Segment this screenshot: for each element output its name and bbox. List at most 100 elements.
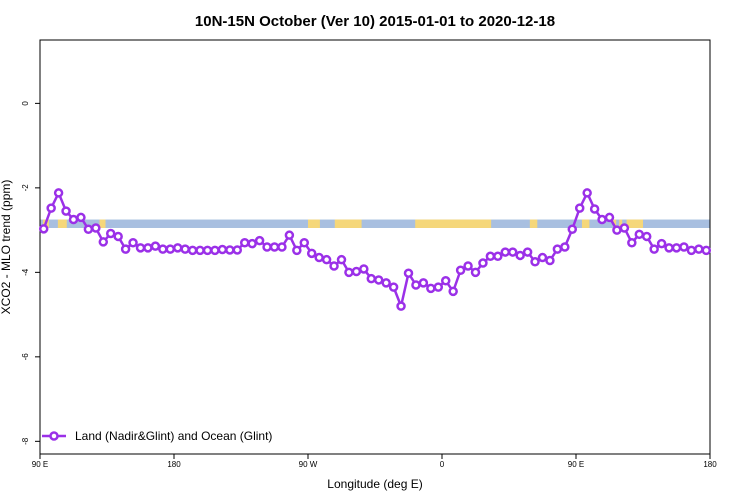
data-point bbox=[269, 242, 280, 252]
data-point bbox=[478, 258, 488, 268]
y-axis-label: XCO2 - MLO trend (ppm) bbox=[0, 180, 13, 315]
data-point bbox=[381, 278, 391, 288]
data-point bbox=[366, 273, 377, 284]
data-point bbox=[299, 238, 310, 248]
data-point bbox=[172, 243, 183, 253]
data-point bbox=[411, 280, 421, 290]
data-point bbox=[247, 238, 257, 249]
data-point bbox=[701, 245, 712, 256]
legend: Land (Nadir&Glint) and Ocean (Glint) bbox=[42, 429, 272, 443]
data-point bbox=[560, 242, 570, 252]
data-point bbox=[694, 244, 704, 254]
data-point bbox=[634, 229, 645, 240]
data-point bbox=[98, 237, 109, 247]
land-patch bbox=[529, 219, 538, 228]
data-point bbox=[329, 261, 339, 271]
data-point bbox=[493, 251, 503, 262]
x-tick-label: 90 E bbox=[568, 460, 584, 469]
data-point bbox=[388, 282, 399, 292]
data-point bbox=[68, 214, 79, 225]
data-point bbox=[277, 242, 287, 252]
data-point bbox=[403, 268, 414, 278]
data-point bbox=[143, 243, 153, 253]
data-point bbox=[463, 261, 473, 271]
data-point bbox=[552, 244, 563, 254]
data-point bbox=[217, 244, 228, 255]
data-point bbox=[418, 278, 429, 288]
data-point bbox=[373, 275, 384, 285]
data-point bbox=[433, 282, 444, 292]
land-patch bbox=[57, 219, 61, 228]
y-axis: 0 -2 -4 -6 -8 bbox=[21, 101, 40, 445]
data-point bbox=[113, 231, 123, 242]
data-point bbox=[485, 251, 496, 262]
data-point bbox=[120, 244, 131, 254]
x-axis-label: Longitude (deg E) bbox=[327, 477, 422, 491]
land-patch bbox=[308, 219, 320, 228]
data-point bbox=[507, 247, 518, 257]
data-point bbox=[225, 245, 235, 255]
legend-label: Land (Nadir&Glint) and Ocean (Glint) bbox=[75, 429, 272, 443]
data-point bbox=[396, 301, 406, 311]
data-point bbox=[686, 245, 697, 256]
data-point bbox=[306, 248, 317, 259]
x-tick-label: 90 E bbox=[32, 460, 48, 469]
data-point bbox=[627, 238, 637, 248]
data-point bbox=[589, 204, 600, 214]
data-point bbox=[649, 244, 659, 254]
data-point bbox=[158, 244, 168, 254]
data-point bbox=[321, 254, 332, 265]
data-point bbox=[359, 264, 369, 274]
data-point bbox=[448, 286, 458, 297]
y-tick-label: 0 bbox=[21, 101, 30, 106]
data-point bbox=[76, 212, 86, 223]
y-tick-label: -2 bbox=[21, 184, 30, 192]
data-point bbox=[292, 245, 302, 256]
land-patch bbox=[334, 219, 362, 228]
data-point bbox=[38, 224, 49, 234]
x-tick-label: 180 bbox=[167, 460, 181, 469]
data-point bbox=[530, 257, 540, 267]
data-point bbox=[619, 223, 630, 233]
data-point bbox=[83, 224, 94, 235]
data-point bbox=[567, 224, 578, 235]
data-point bbox=[351, 266, 362, 277]
plot-frame bbox=[39, 39, 711, 455]
data-point bbox=[522, 247, 533, 257]
data-point bbox=[515, 250, 525, 261]
data-point bbox=[671, 243, 682, 253]
data-point bbox=[500, 247, 511, 257]
data-point bbox=[470, 267, 481, 278]
y-tick-label: -6 bbox=[21, 353, 30, 361]
x-tick-label: 90 W bbox=[299, 460, 318, 469]
data-point bbox=[314, 252, 324, 263]
data-point bbox=[53, 188, 64, 198]
land-patch bbox=[619, 219, 623, 228]
land-patch bbox=[581, 219, 590, 228]
data-point bbox=[195, 245, 205, 256]
data-point bbox=[180, 244, 190, 254]
data-point bbox=[284, 230, 295, 240]
data-point bbox=[545, 255, 555, 266]
data-point bbox=[656, 238, 667, 249]
data-point bbox=[210, 245, 220, 256]
x-axis: 90 E 180 90 W 0 90 E 180 bbox=[32, 454, 717, 469]
data-point bbox=[262, 242, 272, 252]
data-point bbox=[426, 283, 436, 294]
data-point bbox=[61, 206, 71, 216]
data-point bbox=[679, 242, 689, 252]
ocean-band bbox=[40, 219, 710, 228]
data-point bbox=[128, 238, 138, 248]
data-point bbox=[239, 238, 250, 248]
data-point bbox=[455, 265, 466, 275]
chart-title: 10N-15N October (Ver 10) 2015-01-01 to 2… bbox=[195, 13, 555, 30]
land-patch bbox=[99, 219, 106, 228]
data-point bbox=[150, 241, 161, 251]
land-patch bbox=[59, 219, 67, 228]
data-point bbox=[105, 228, 116, 239]
data-point bbox=[574, 203, 585, 213]
data-point bbox=[336, 254, 347, 265]
data-point bbox=[597, 214, 607, 225]
land-patch bbox=[613, 219, 617, 228]
